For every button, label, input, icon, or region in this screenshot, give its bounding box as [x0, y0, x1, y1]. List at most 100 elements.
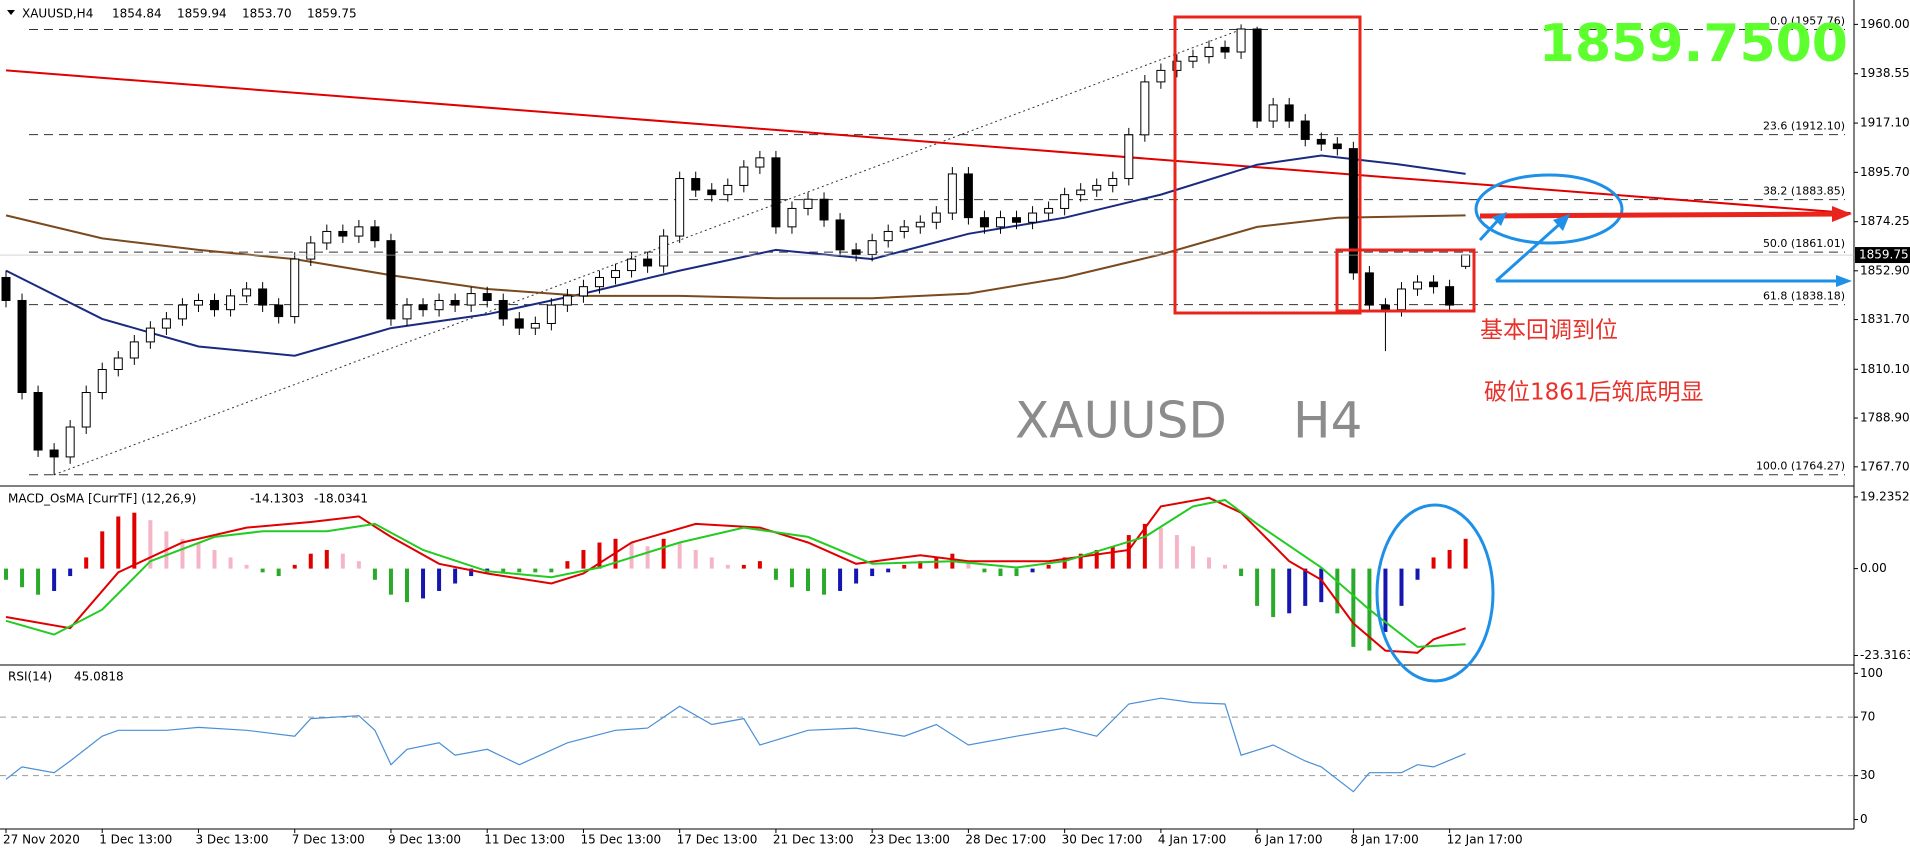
candle-body [530, 322, 540, 329]
candle-body [659, 235, 669, 267]
fib-label: 23.6 (1912.10) [1763, 120, 1845, 133]
candle-body [723, 184, 733, 196]
candle-body [578, 286, 588, 297]
histogram-bar [244, 564, 249, 569]
arrow-head [1832, 206, 1852, 222]
candle-body [1461, 254, 1471, 267]
histogram-bar [1190, 546, 1195, 569]
candle-body [210, 299, 220, 311]
candle-body [1396, 288, 1406, 311]
trendline [5, 69, 1851, 215]
y-tick-label: 100 [1860, 666, 1883, 680]
histogram-bar [52, 568, 57, 591]
candle-body [1268, 104, 1278, 122]
highlight-box [1335, 248, 1476, 313]
candle-body [1156, 69, 1166, 83]
histogram-bar [1415, 568, 1420, 580]
y-tick-label: 0.00 [1860, 561, 1887, 575]
histogram-bar [453, 568, 458, 584]
histogram-bar [773, 568, 778, 580]
candle-body [17, 299, 27, 394]
histogram-bar [4, 568, 8, 580]
fib-label: 38.2 (1883.85) [1763, 185, 1845, 198]
histogram-bar [132, 512, 137, 569]
histogram-bar [1255, 568, 1260, 606]
candle-body [594, 276, 604, 288]
candle-body [835, 219, 845, 251]
histogram-bar [581, 549, 586, 569]
candle-body [1188, 56, 1198, 62]
histogram-bar [1271, 568, 1276, 618]
histogram-bar [84, 557, 89, 569]
y-tick-label: 0 [1860, 812, 1868, 826]
histogram-bar [1287, 568, 1292, 614]
candle-body [755, 157, 765, 168]
y-tick-label: 1895.70 [1860, 165, 1910, 179]
histogram-bar [1078, 553, 1083, 569]
candle-body [947, 173, 957, 214]
histogram-bar [1399, 568, 1404, 606]
histogram-bar [966, 561, 971, 569]
x-tick-label: 30 Dec 17:00 [1062, 833, 1143, 847]
histogram-bar [1223, 564, 1228, 569]
candle-body [1028, 212, 1038, 223]
x-tick-label: 11 Dec 13:00 [484, 833, 565, 847]
candle-body [161, 318, 171, 329]
candle-body [1172, 60, 1182, 71]
candle-body [627, 258, 637, 272]
candle-body [691, 178, 701, 191]
candle-body [113, 357, 123, 371]
candle-body [931, 212, 941, 223]
highlight-box [1173, 15, 1362, 315]
candle-body [402, 304, 412, 320]
histogram-bar [100, 531, 105, 569]
histogram-bar [998, 568, 1003, 577]
histogram-bar [36, 568, 41, 595]
candle-body [803, 198, 813, 209]
candle-body [65, 426, 75, 458]
histogram-bar [372, 568, 377, 580]
candle-body [1445, 286, 1455, 306]
annotation: 破位1861后筑底明显 [1484, 380, 1704, 406]
histogram-bar [1126, 535, 1131, 569]
histogram-bar [533, 568, 538, 573]
candle-body [177, 304, 187, 320]
arrow [1479, 211, 1836, 219]
candle-body [145, 327, 155, 343]
candle-body [49, 449, 59, 458]
fib-label: 61.8 (1838.18) [1763, 290, 1845, 303]
histogram-bar [437, 568, 442, 591]
arrow-head [1836, 275, 1852, 287]
histogram-bar [405, 568, 409, 603]
highlight-ellipse [1375, 503, 1495, 683]
candle-body [193, 299, 203, 306]
histogram-bar [1174, 535, 1179, 569]
candle-body [338, 230, 348, 237]
y-tick-label: 70 [1860, 710, 1875, 724]
candle-body [787, 207, 797, 228]
histogram-bar [196, 542, 201, 569]
x-tick-label: 28 Dec 17:00 [965, 833, 1046, 847]
candle-body [1220, 46, 1230, 53]
histogram-bar [421, 568, 426, 599]
histogram-bar [212, 549, 217, 569]
candle-body [33, 392, 43, 451]
candle-body [1413, 281, 1423, 290]
histogram-bar [1463, 538, 1468, 569]
candle-body [611, 270, 621, 278]
histogram-bar [1351, 568, 1356, 647]
histogram-bar [148, 520, 153, 569]
candle-body [258, 288, 268, 306]
macd-line [5, 496, 1466, 654]
ohlc-readout: 1853.70 [242, 7, 292, 21]
candle-body [1, 276, 11, 301]
histogram-bar [886, 568, 891, 573]
histogram-bar [1383, 568, 1388, 632]
indicator-readout: 45.0818 [74, 670, 124, 684]
x-tick-label: 12 Jan 17:00 [1447, 833, 1523, 847]
histogram-bar [292, 564, 297, 569]
candle-body [322, 230, 332, 244]
candle-body [1012, 217, 1022, 223]
histogram-bar [356, 561, 361, 569]
